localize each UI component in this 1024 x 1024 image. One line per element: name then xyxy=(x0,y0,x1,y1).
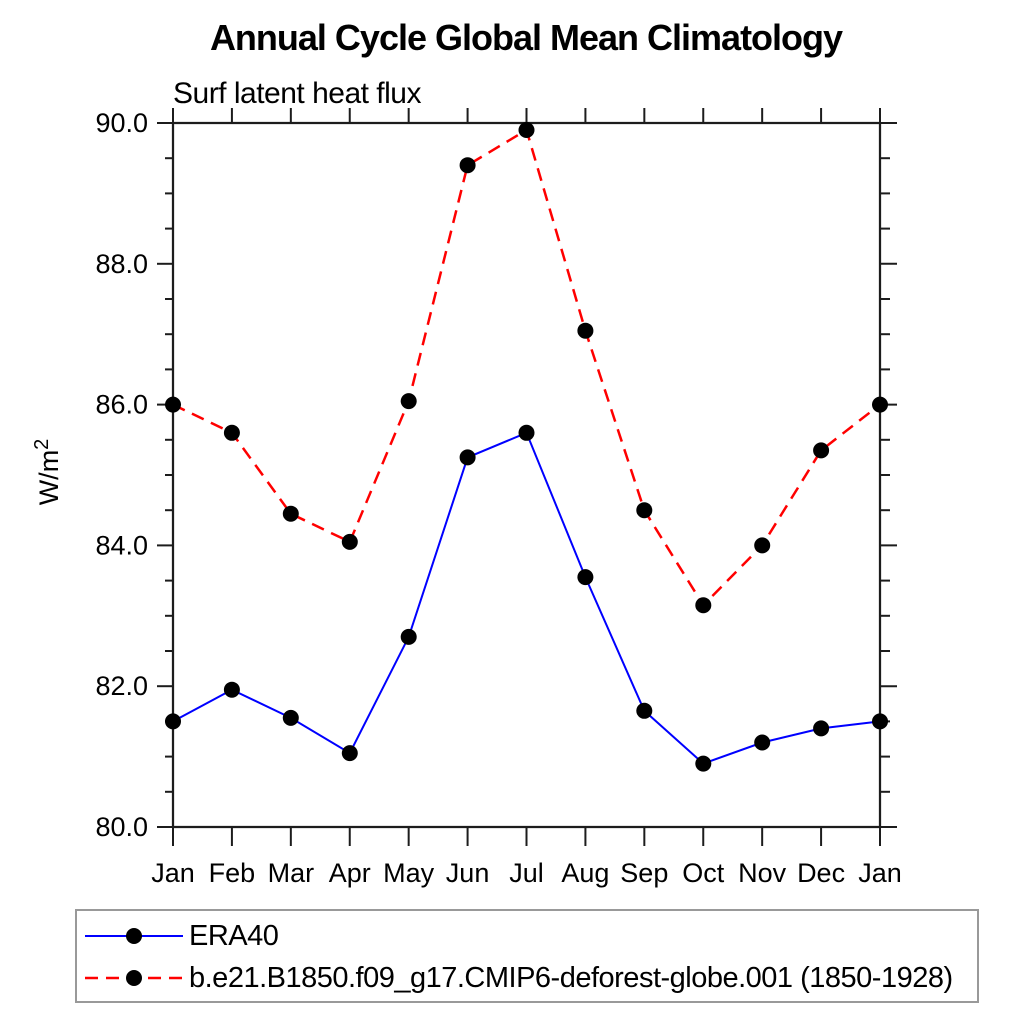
x-tick-label: Feb xyxy=(209,858,256,888)
x-tick-label: Sep xyxy=(620,858,668,888)
legend-marker-dot xyxy=(126,928,142,944)
data-point xyxy=(754,734,771,751)
x-tick-label: Oct xyxy=(682,858,725,888)
legend-label-era40: ERA40 xyxy=(189,919,279,952)
data-point xyxy=(223,681,240,698)
y-tick-label: 90.0 xyxy=(95,108,148,138)
y-tick-label: 84.0 xyxy=(95,530,148,560)
legend-label-cmip6: b.e21.B1850.f09_g17.CMIP6-deforest-globe… xyxy=(189,961,953,994)
legend-line-sample-dashed xyxy=(85,970,183,986)
series-line-1 xyxy=(172,128,881,608)
y-tick-label: 80.0 xyxy=(95,812,148,842)
data-point xyxy=(459,157,476,174)
data-point xyxy=(282,505,299,522)
axes xyxy=(171,121,882,829)
data-point xyxy=(577,322,594,339)
data-point xyxy=(813,442,830,459)
data-point xyxy=(165,713,181,730)
x-tick-label: Jan xyxy=(858,858,902,888)
chart-subtitle: Surf latent heat flux xyxy=(173,77,421,110)
x-tick-label: Jan xyxy=(151,858,195,888)
data-point xyxy=(518,122,535,138)
series-lines xyxy=(165,122,888,772)
x-tick-label: Mar xyxy=(268,858,315,888)
x-tick-label: Nov xyxy=(738,858,787,888)
x-tick-label: Jun xyxy=(446,858,490,888)
x-tick-label: Apr xyxy=(329,858,371,888)
x-tick-label: Jul xyxy=(509,858,544,888)
legend-entry-era40: ERA40 xyxy=(82,919,279,952)
data-point xyxy=(813,720,830,737)
data-point xyxy=(341,533,358,550)
data-point xyxy=(754,537,771,554)
axis-ticks xyxy=(157,108,897,846)
legend: ERA40 b.e21.B1850.f09_g17.CMIP6-deforest… xyxy=(75,909,979,1003)
data-point xyxy=(341,745,358,762)
data-point xyxy=(695,597,712,614)
data-point xyxy=(223,424,240,441)
data-point xyxy=(518,424,535,441)
y-tick-label: 88.0 xyxy=(95,249,148,279)
series-line-0 xyxy=(172,431,881,765)
data-point xyxy=(165,396,181,413)
y-axis-label: W/m2 xyxy=(31,439,64,506)
data-point xyxy=(695,755,712,772)
data-point xyxy=(872,713,888,730)
data-point xyxy=(400,393,417,410)
chart-title: Annual Cycle Global Mean Climatology xyxy=(210,17,843,58)
y-tick-label: 82.0 xyxy=(95,671,148,701)
legend-marker-dot xyxy=(126,970,142,986)
legend-line-sample-solid xyxy=(85,928,183,944)
data-point xyxy=(282,709,299,726)
data-point xyxy=(636,702,653,719)
y-tick-label: 86.0 xyxy=(95,390,148,420)
legend-entry-cmip6: b.e21.B1850.f09_g17.CMIP6-deforest-globe… xyxy=(82,961,953,994)
data-point xyxy=(459,449,476,466)
x-tick-label: Dec xyxy=(797,858,845,888)
data-point xyxy=(636,502,653,519)
data-point xyxy=(577,569,594,586)
x-tick-label: May xyxy=(383,858,435,888)
x-tick-label: Aug xyxy=(561,858,609,888)
data-point xyxy=(400,628,417,645)
data-point xyxy=(872,396,888,413)
